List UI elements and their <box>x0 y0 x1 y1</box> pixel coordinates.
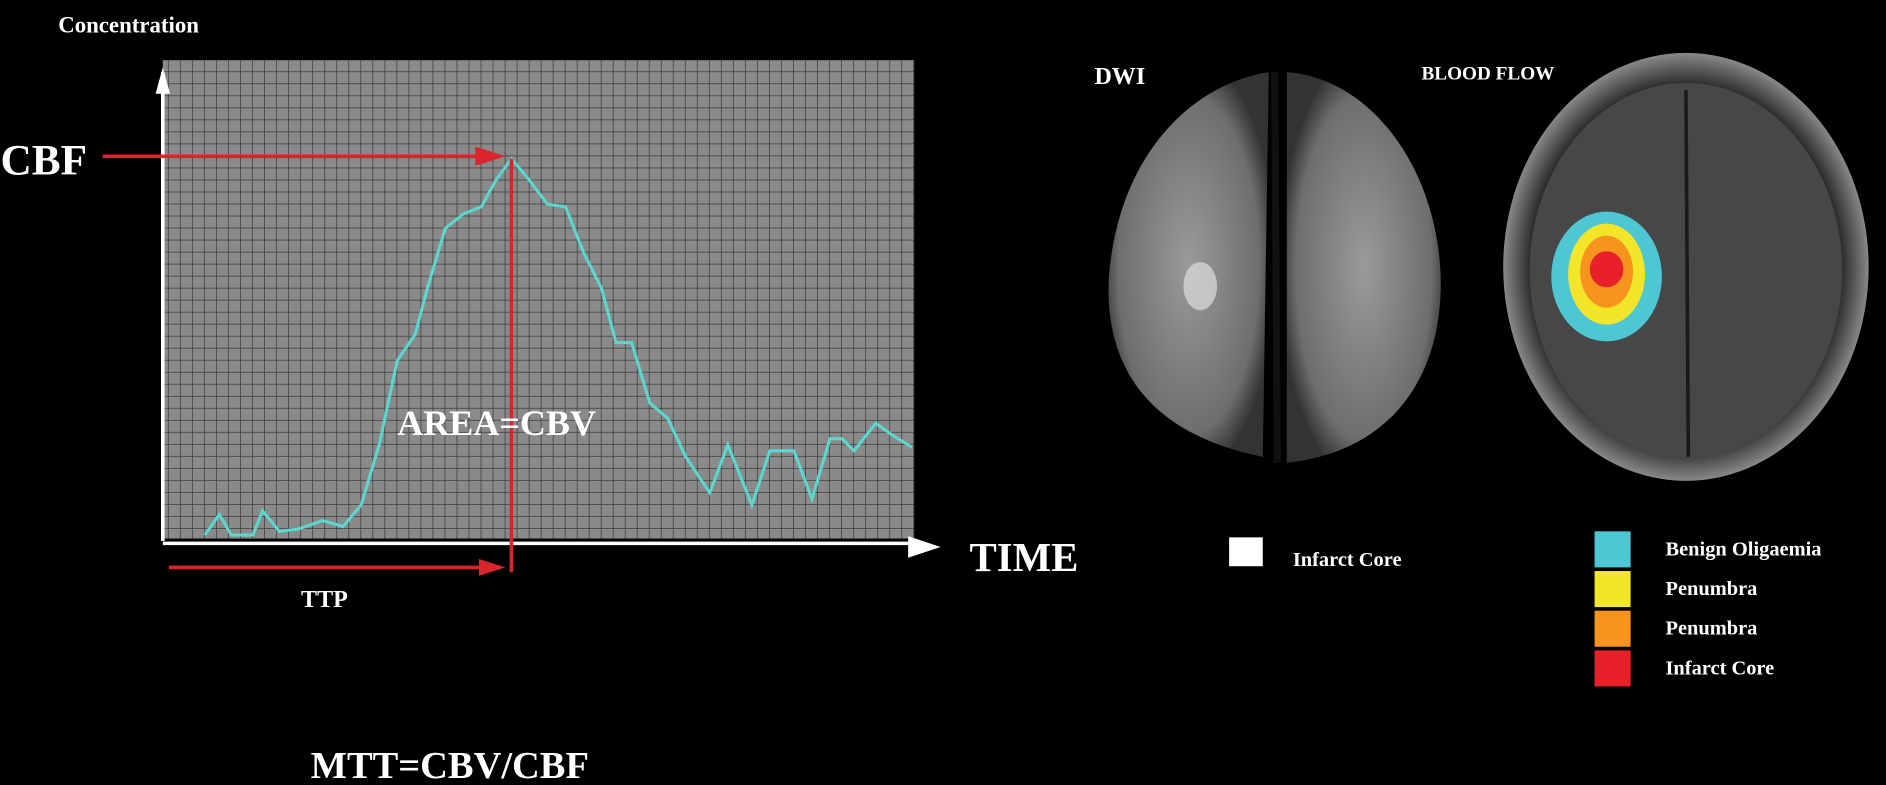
legend-label: Penumbra <box>1665 618 1757 640</box>
formula: MTT=CBV/CBF <box>311 745 589 785</box>
figure: Concentration CBF AREA=CBV TIME TTP MTT=… <box>0 0 1886 785</box>
legend-label: Infarct Core <box>1665 657 1774 679</box>
legend-label: Benign Oligaemia <box>1665 538 1821 560</box>
legend-swatch <box>1595 531 1631 567</box>
perfusion-zone <box>1590 251 1624 287</box>
legend-swatch <box>1595 650 1631 686</box>
x-label: TIME <box>969 535 1078 580</box>
cbf-label: CBF <box>1 136 88 184</box>
dwi-legend-swatch <box>1229 537 1263 566</box>
area-label: AREA=CBV <box>397 403 596 443</box>
legend-swatch <box>1595 611 1631 647</box>
dwi-legend-label: Infarct Core <box>1293 549 1402 571</box>
blood-flow-title: BLOOD FLOW <box>1421 63 1554 84</box>
ttp-label: TTP <box>301 587 348 613</box>
y-label: Concentration <box>58 12 199 37</box>
dwi-title: DWI <box>1094 64 1145 90</box>
legend-swatch <box>1595 571 1631 607</box>
legend-label: Penumbra <box>1665 578 1757 600</box>
